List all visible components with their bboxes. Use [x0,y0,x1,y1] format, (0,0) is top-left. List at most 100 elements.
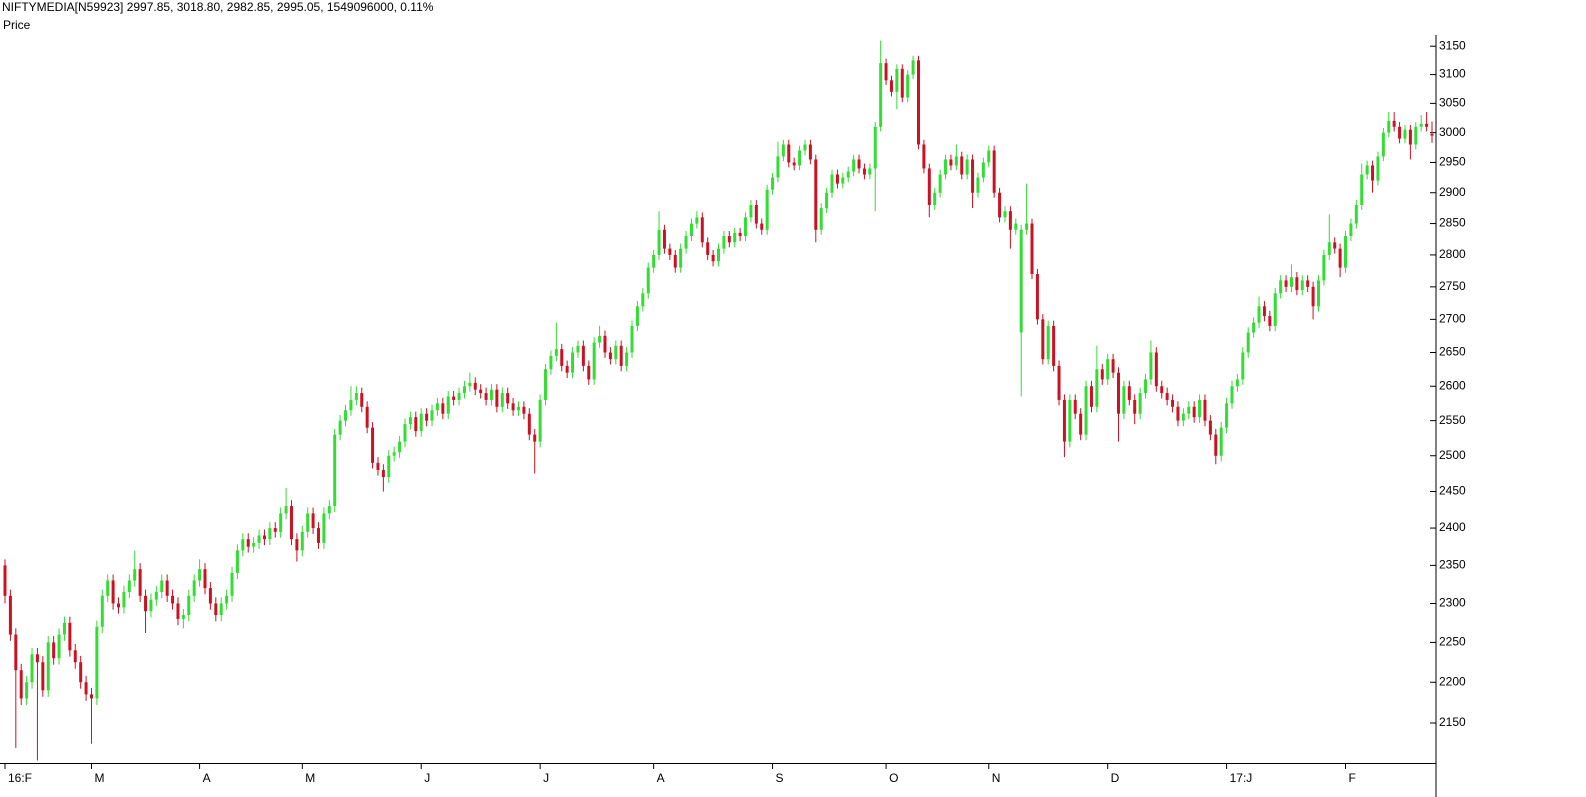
candle-body [727,236,731,243]
candle-body [8,595,12,635]
candle-body [68,622,72,651]
candle-body [333,434,337,507]
candle-body [1014,223,1018,230]
x-tick-label: 16:F [8,771,32,785]
candle-body [1008,211,1012,230]
candle-body [808,144,812,160]
candle-body [430,410,434,421]
candle-body [922,144,926,169]
candle-body [392,452,396,456]
candle-body [749,205,753,218]
x-tick-label: J [543,771,549,785]
candle-body [944,159,948,175]
candle-body [1360,174,1364,206]
candle-body [144,595,148,612]
candle-body [1322,254,1326,281]
candle-body [257,535,261,543]
y-tick-label: 2650 [1439,345,1466,359]
candle-body [1149,352,1153,380]
candle-body [689,223,693,237]
candle-body [933,192,937,206]
candle-body [835,174,839,184]
x-tick-label: S [776,771,784,785]
candle-body [1073,399,1077,414]
candle-body [1019,229,1023,333]
candle-body [1419,123,1423,127]
candle-body [1246,332,1250,353]
candle-body [35,654,39,663]
candle-body [598,335,602,343]
candle-body [376,462,380,470]
candle-body [754,205,758,224]
candle-body [198,569,202,581]
candle-body [1225,403,1229,428]
y-tick-label: 2850 [1439,216,1466,230]
candle-body [1144,379,1148,394]
candle-body [673,254,677,268]
candle-body [1257,306,1261,323]
candle-body [787,144,791,163]
candle-body [1344,236,1348,268]
candle-body [1052,325,1056,366]
candle-body [268,528,272,540]
candle-body [414,417,418,432]
candle-body [1425,123,1429,127]
candle-body [457,393,461,400]
candle-body [527,413,531,435]
candle-body [349,399,353,411]
candle-body [241,539,245,551]
candle-body [1430,133,1434,136]
candle-body [949,159,953,166]
candle-body [765,189,769,230]
candle-body [138,569,142,596]
candle-body [1300,280,1304,291]
candle-body [889,80,893,92]
candle-body [84,682,88,695]
candle-body [614,345,618,360]
candle-body [625,352,629,366]
candle-body [971,159,975,193]
candle-body [911,60,915,75]
candle-body [208,588,212,604]
y-tick-label: 2900 [1439,185,1466,199]
candle-body [171,595,175,604]
candle-body [841,177,845,184]
candle-body [954,156,958,166]
candle-body [760,223,764,230]
candle-body [1273,293,1277,326]
candle-body [987,150,991,163]
x-tick-label: J [424,771,430,785]
candle-body [1354,205,1358,224]
candle-body [603,335,607,353]
candle-body [511,403,515,411]
candle-body [916,60,920,145]
y-tick-label: 2700 [1439,312,1466,326]
candle-body [479,389,483,394]
candle-body [571,352,575,373]
candle-body [1203,399,1207,421]
candle-body [435,403,439,411]
candle-body [1268,316,1272,326]
candle-body [133,569,137,581]
candle-body [1311,286,1315,307]
candle-body [587,365,591,380]
candle-body [41,662,45,691]
candle-body [317,528,321,543]
candle-body [630,325,634,353]
candle-body [619,345,623,366]
candle-body [354,393,358,400]
candle-body [1235,379,1239,387]
candle-body [225,595,229,604]
candle-body [1376,156,1380,181]
candle-body [1252,322,1256,333]
candle-body [154,591,158,600]
candle-body [1041,319,1045,360]
y-tick-label: 2400 [1439,520,1466,534]
legend-entry: Price [3,18,31,32]
candle-body [1154,352,1158,387]
candle-body [1230,386,1234,404]
candle-body [895,68,899,92]
candle-body [62,622,66,635]
candle-body [544,369,548,400]
candle-body [592,342,596,380]
